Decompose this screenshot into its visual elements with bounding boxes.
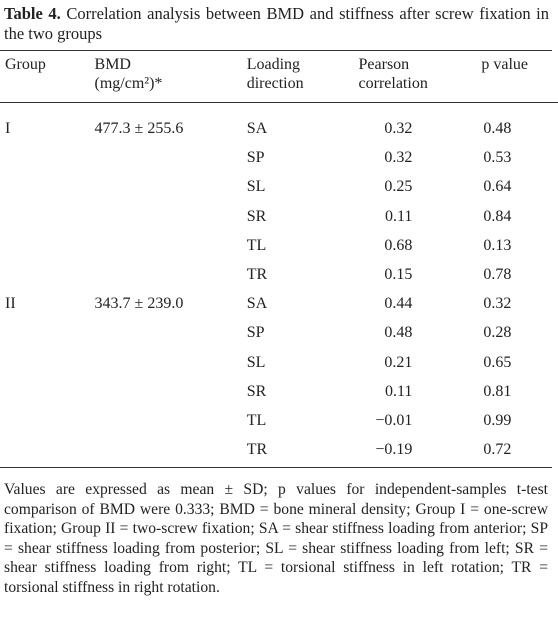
group-cell (0, 231, 95, 260)
table-row: TR 0.15 0.78 (0, 260, 558, 289)
p-value-cell: 0.64 (483, 178, 512, 196)
data-table: Group BMD (mg/cm²)* Loading direction Pea… (0, 55, 558, 465)
correlation-cell: 0.32 (384, 120, 413, 138)
correlation-cell: 0.32 (384, 149, 413, 167)
footnote: Values are expressed as mean ± SD; p val… (4, 481, 548, 596)
group-cell (0, 144, 95, 173)
table-caption: Correlation analysis between BMD and sti… (4, 4, 550, 43)
table-body: I 477.3 ± 255.6 SA 0.32 0.48 SP 0.32 0.53 SL 0.25… (0, 115, 558, 465)
group-cell (0, 436, 95, 465)
direction-cell: SR (246, 207, 267, 225)
table-row: SR 0.11 0.84 (0, 202, 558, 231)
direction-cell: SL (246, 178, 266, 196)
bmd-cell (95, 202, 247, 231)
table-row: TL −0.01 0.99 (0, 406, 558, 435)
header-cell: BMD (mg/cm²)* (95, 55, 247, 102)
direction-cell: SP (246, 324, 265, 342)
correlation-cell: 0.15 (384, 266, 413, 284)
header-rule (0, 101, 558, 115)
direction-cell: SA (246, 120, 268, 138)
p-value-cell: 0.32 (483, 295, 512, 313)
group-cell: I (5, 120, 11, 138)
p-value-cell: 0.48 (483, 120, 512, 138)
correlation-cell: 0.44 (384, 295, 413, 313)
bmd-cell (95, 173, 247, 202)
correlation-cell: 0.11 (384, 207, 413, 225)
table-row: I 477.3 ± 255.6 SA 0.32 0.48 (0, 115, 558, 144)
p-value-cell: 0.65 (483, 353, 512, 371)
bmd-cell (95, 406, 247, 435)
bmd-cell: 343.7 ± 239.0 (94, 295, 184, 313)
p-value-cell: 0.28 (483, 324, 512, 342)
table-row: II 343.7 ± 239.0 SA 0.44 0.32 (0, 290, 558, 319)
bmd-cell: 477.3 ± 255.6 (94, 120, 184, 138)
bmd-cell (95, 436, 247, 465)
correlation-cell: 0.48 (384, 324, 413, 342)
table-row: SL 0.25 0.64 (0, 173, 558, 202)
header-text: BMD (94, 56, 131, 73)
bmd-cell (95, 231, 247, 260)
table-label: Table 4. (4, 4, 61, 23)
header-row: Group BMD (mg/cm²)* Loading direction Pea… (0, 55, 558, 102)
top-rule (0, 50, 552, 51)
bmd-cell (95, 144, 247, 173)
table-row: SP 0.32 0.53 (0, 144, 558, 173)
header-cell: p value (481, 56, 528, 73)
group-cell (0, 406, 95, 435)
group-cell: II (5, 295, 16, 313)
table-row: TR −0.19 0.72 (0, 436, 558, 465)
direction-cell: TL (246, 236, 267, 254)
bmd-cell (95, 377, 247, 406)
table-row: SR 0.11 0.81 (0, 377, 558, 406)
p-value-cell: 0.13 (483, 236, 512, 254)
group-cell (0, 377, 95, 406)
direction-cell: SA (246, 295, 268, 313)
group-cell (0, 260, 95, 289)
bmd-cell (95, 260, 247, 289)
correlation-cell: −0.19 (375, 441, 413, 459)
direction-cell: SR (246, 382, 267, 400)
header-unit: (mg/cm²)* (94, 75, 163, 92)
direction-cell: TL (246, 411, 267, 429)
p-value-cell: 0.99 (483, 411, 512, 429)
correlation-cell: −0.01 (375, 411, 413, 429)
correlation-cell: 0.68 (384, 236, 413, 254)
group-cell (0, 348, 95, 377)
p-value-cell: 0.53 (483, 149, 512, 167)
bmd-cell (95, 319, 247, 348)
group-cell (0, 319, 95, 348)
header-cell: Pearson correlation (359, 55, 482, 102)
bottom-rule (0, 467, 552, 468)
correlation-cell: 0.21 (384, 353, 413, 371)
p-value-cell: 0.72 (483, 441, 512, 459)
bmd-cell (95, 348, 247, 377)
direction-cell: SL (246, 353, 266, 371)
p-value-cell: 0.78 (483, 266, 512, 284)
table-row: SL 0.21 0.65 (0, 348, 558, 377)
group-cell (0, 202, 95, 231)
correlation-cell: 0.25 (384, 178, 413, 196)
header-text: Pearson correlation (358, 56, 428, 92)
p-value-cell: 0.84 (483, 207, 512, 225)
group-cell (0, 173, 95, 202)
correlation-cell: 0.11 (384, 382, 413, 400)
header-cell: Loading direction (247, 55, 359, 102)
table-row: SP 0.48 0.28 (0, 319, 558, 348)
table-title: Table 4. Correlation analysis between BM… (4, 4, 549, 44)
direction-cell: TR (246, 441, 268, 459)
header-text: Loading direction (246, 56, 304, 92)
direction-cell: TR (246, 266, 268, 284)
table-row: TL 0.68 0.13 (0, 231, 558, 260)
direction-cell: SP (246, 149, 265, 167)
header-cell: Group (5, 56, 46, 73)
p-value-cell: 0.81 (483, 382, 512, 400)
